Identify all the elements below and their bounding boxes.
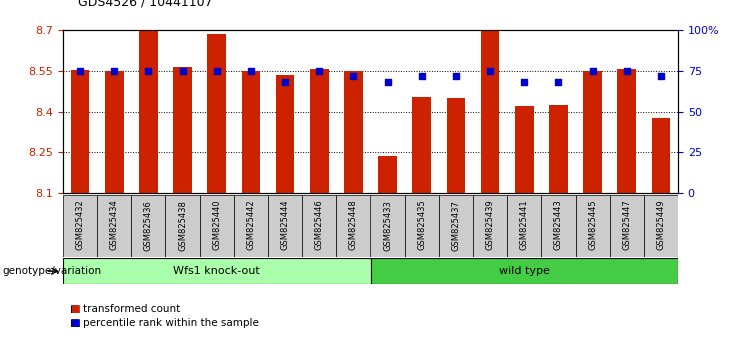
Bar <box>70 70 90 193</box>
Text: wild type: wild type <box>499 266 550 276</box>
Bar <box>576 195 610 257</box>
Point <box>587 68 599 74</box>
Text: GSM825439: GSM825439 <box>485 200 494 250</box>
Point <box>142 68 154 74</box>
Bar <box>310 69 329 193</box>
Bar <box>131 195 165 257</box>
Point <box>313 68 325 74</box>
Bar <box>97 195 131 257</box>
Point <box>210 68 222 74</box>
Text: GSM825447: GSM825447 <box>622 200 631 250</box>
Text: Wfs1 knock-out: Wfs1 knock-out <box>173 266 260 276</box>
Point <box>450 73 462 79</box>
Text: ■ percentile rank within the sample: ■ percentile rank within the sample <box>70 318 259 328</box>
Text: GSM825435: GSM825435 <box>417 200 426 250</box>
Bar <box>473 195 507 257</box>
Text: GDS4526 / 10441107: GDS4526 / 10441107 <box>78 0 213 9</box>
Text: ■: ■ <box>70 304 80 314</box>
Bar <box>63 195 97 257</box>
Text: GSM825434: GSM825434 <box>110 200 119 250</box>
Point <box>621 68 633 74</box>
Bar <box>165 195 199 257</box>
Point <box>416 73 428 79</box>
Point <box>245 68 257 74</box>
Bar <box>542 195 576 257</box>
Bar <box>507 195 542 257</box>
Point <box>279 79 291 85</box>
Text: GSM825443: GSM825443 <box>554 200 563 250</box>
Text: GSM825441: GSM825441 <box>519 200 529 250</box>
Bar <box>242 70 260 193</box>
Point <box>553 79 565 85</box>
Bar <box>139 30 158 193</box>
Bar <box>370 195 405 257</box>
Bar <box>549 105 568 193</box>
Bar <box>207 34 226 193</box>
Point <box>74 68 86 74</box>
Bar <box>405 195 439 257</box>
Bar <box>617 69 637 193</box>
Text: GSM825438: GSM825438 <box>178 200 187 251</box>
Text: GSM825440: GSM825440 <box>212 200 222 250</box>
Point <box>382 79 393 85</box>
Bar <box>515 106 534 193</box>
Bar <box>651 118 671 193</box>
Text: GSM825437: GSM825437 <box>451 200 460 251</box>
Bar <box>439 195 473 257</box>
Text: GSM825432: GSM825432 <box>76 200 84 250</box>
Text: GSM825448: GSM825448 <box>349 200 358 250</box>
Bar <box>234 195 268 257</box>
Text: GSM825436: GSM825436 <box>144 200 153 251</box>
Point <box>348 73 359 79</box>
Bar <box>370 258 678 284</box>
Text: GSM825433: GSM825433 <box>383 200 392 251</box>
Point <box>655 73 667 79</box>
Text: GSM825446: GSM825446 <box>315 200 324 250</box>
Bar <box>447 98 465 193</box>
Bar <box>344 71 363 193</box>
Bar <box>104 71 124 193</box>
Bar <box>199 195 234 257</box>
Bar <box>644 195 678 257</box>
Point <box>108 68 120 74</box>
Text: genotype/variation: genotype/variation <box>2 266 102 276</box>
Point <box>176 68 188 74</box>
Bar <box>378 156 397 193</box>
Bar <box>63 258 370 284</box>
Bar <box>173 67 192 193</box>
Text: GSM825444: GSM825444 <box>281 200 290 250</box>
Text: ■ transformed count: ■ transformed count <box>70 304 181 314</box>
Bar <box>412 97 431 193</box>
Bar <box>583 71 602 193</box>
Text: GSM825442: GSM825442 <box>247 200 256 250</box>
Text: ■: ■ <box>70 318 80 328</box>
Bar <box>276 75 294 193</box>
Bar <box>610 195 644 257</box>
Bar <box>336 195 370 257</box>
Bar <box>302 195 336 257</box>
Text: GSM825445: GSM825445 <box>588 200 597 250</box>
Point <box>518 79 530 85</box>
Point <box>484 68 496 74</box>
Bar <box>268 195 302 257</box>
Text: GSM825449: GSM825449 <box>657 200 665 250</box>
Bar <box>481 30 499 193</box>
